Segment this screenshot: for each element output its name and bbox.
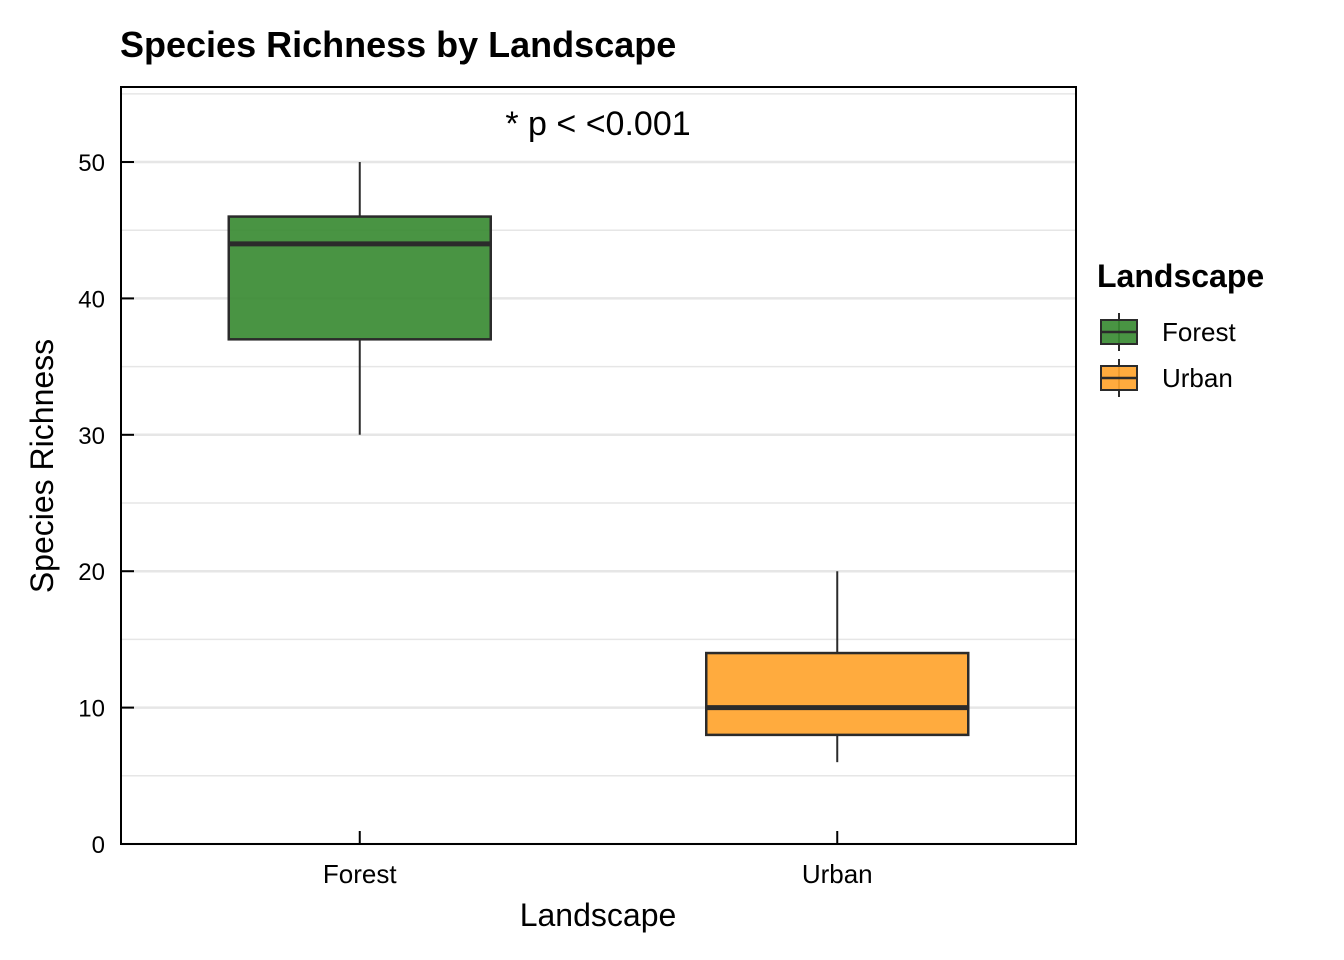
y-axis-label: Species Richness xyxy=(24,339,60,593)
y-tick-label: 20 xyxy=(78,559,105,586)
axes: 0 10 20 30 40 50 Forest Urban xyxy=(78,150,872,889)
y-tick-label: 0 xyxy=(92,832,105,859)
y-tick-label: 30 xyxy=(78,423,105,450)
y-tick-label: 50 xyxy=(78,150,105,177)
box-forest xyxy=(227,215,492,341)
legend-item-urban: Urban xyxy=(1100,359,1233,397)
legend-item-forest: Forest xyxy=(1100,313,1236,351)
plot-panel-border xyxy=(120,86,1077,845)
x-axis-label: Landscape xyxy=(520,897,677,933)
grid-lines xyxy=(121,93,1076,846)
x-tick-label: Forest xyxy=(323,859,397,889)
significance-annotation: * p < <0.001 xyxy=(505,105,690,143)
box-group xyxy=(227,162,970,763)
legend-title: Landscape xyxy=(1097,258,1264,294)
x-tick-label: Urban xyxy=(802,859,873,889)
box-urban xyxy=(705,651,970,737)
legend-label: Urban xyxy=(1162,363,1233,393)
y-tick-label: 40 xyxy=(78,286,105,313)
legend: Landscape Forest Urban xyxy=(1097,258,1264,397)
chart-title: Species Richness by Landscape xyxy=(120,24,676,65)
legend-label: Forest xyxy=(1162,317,1236,347)
y-tick-label: 10 xyxy=(78,696,105,723)
